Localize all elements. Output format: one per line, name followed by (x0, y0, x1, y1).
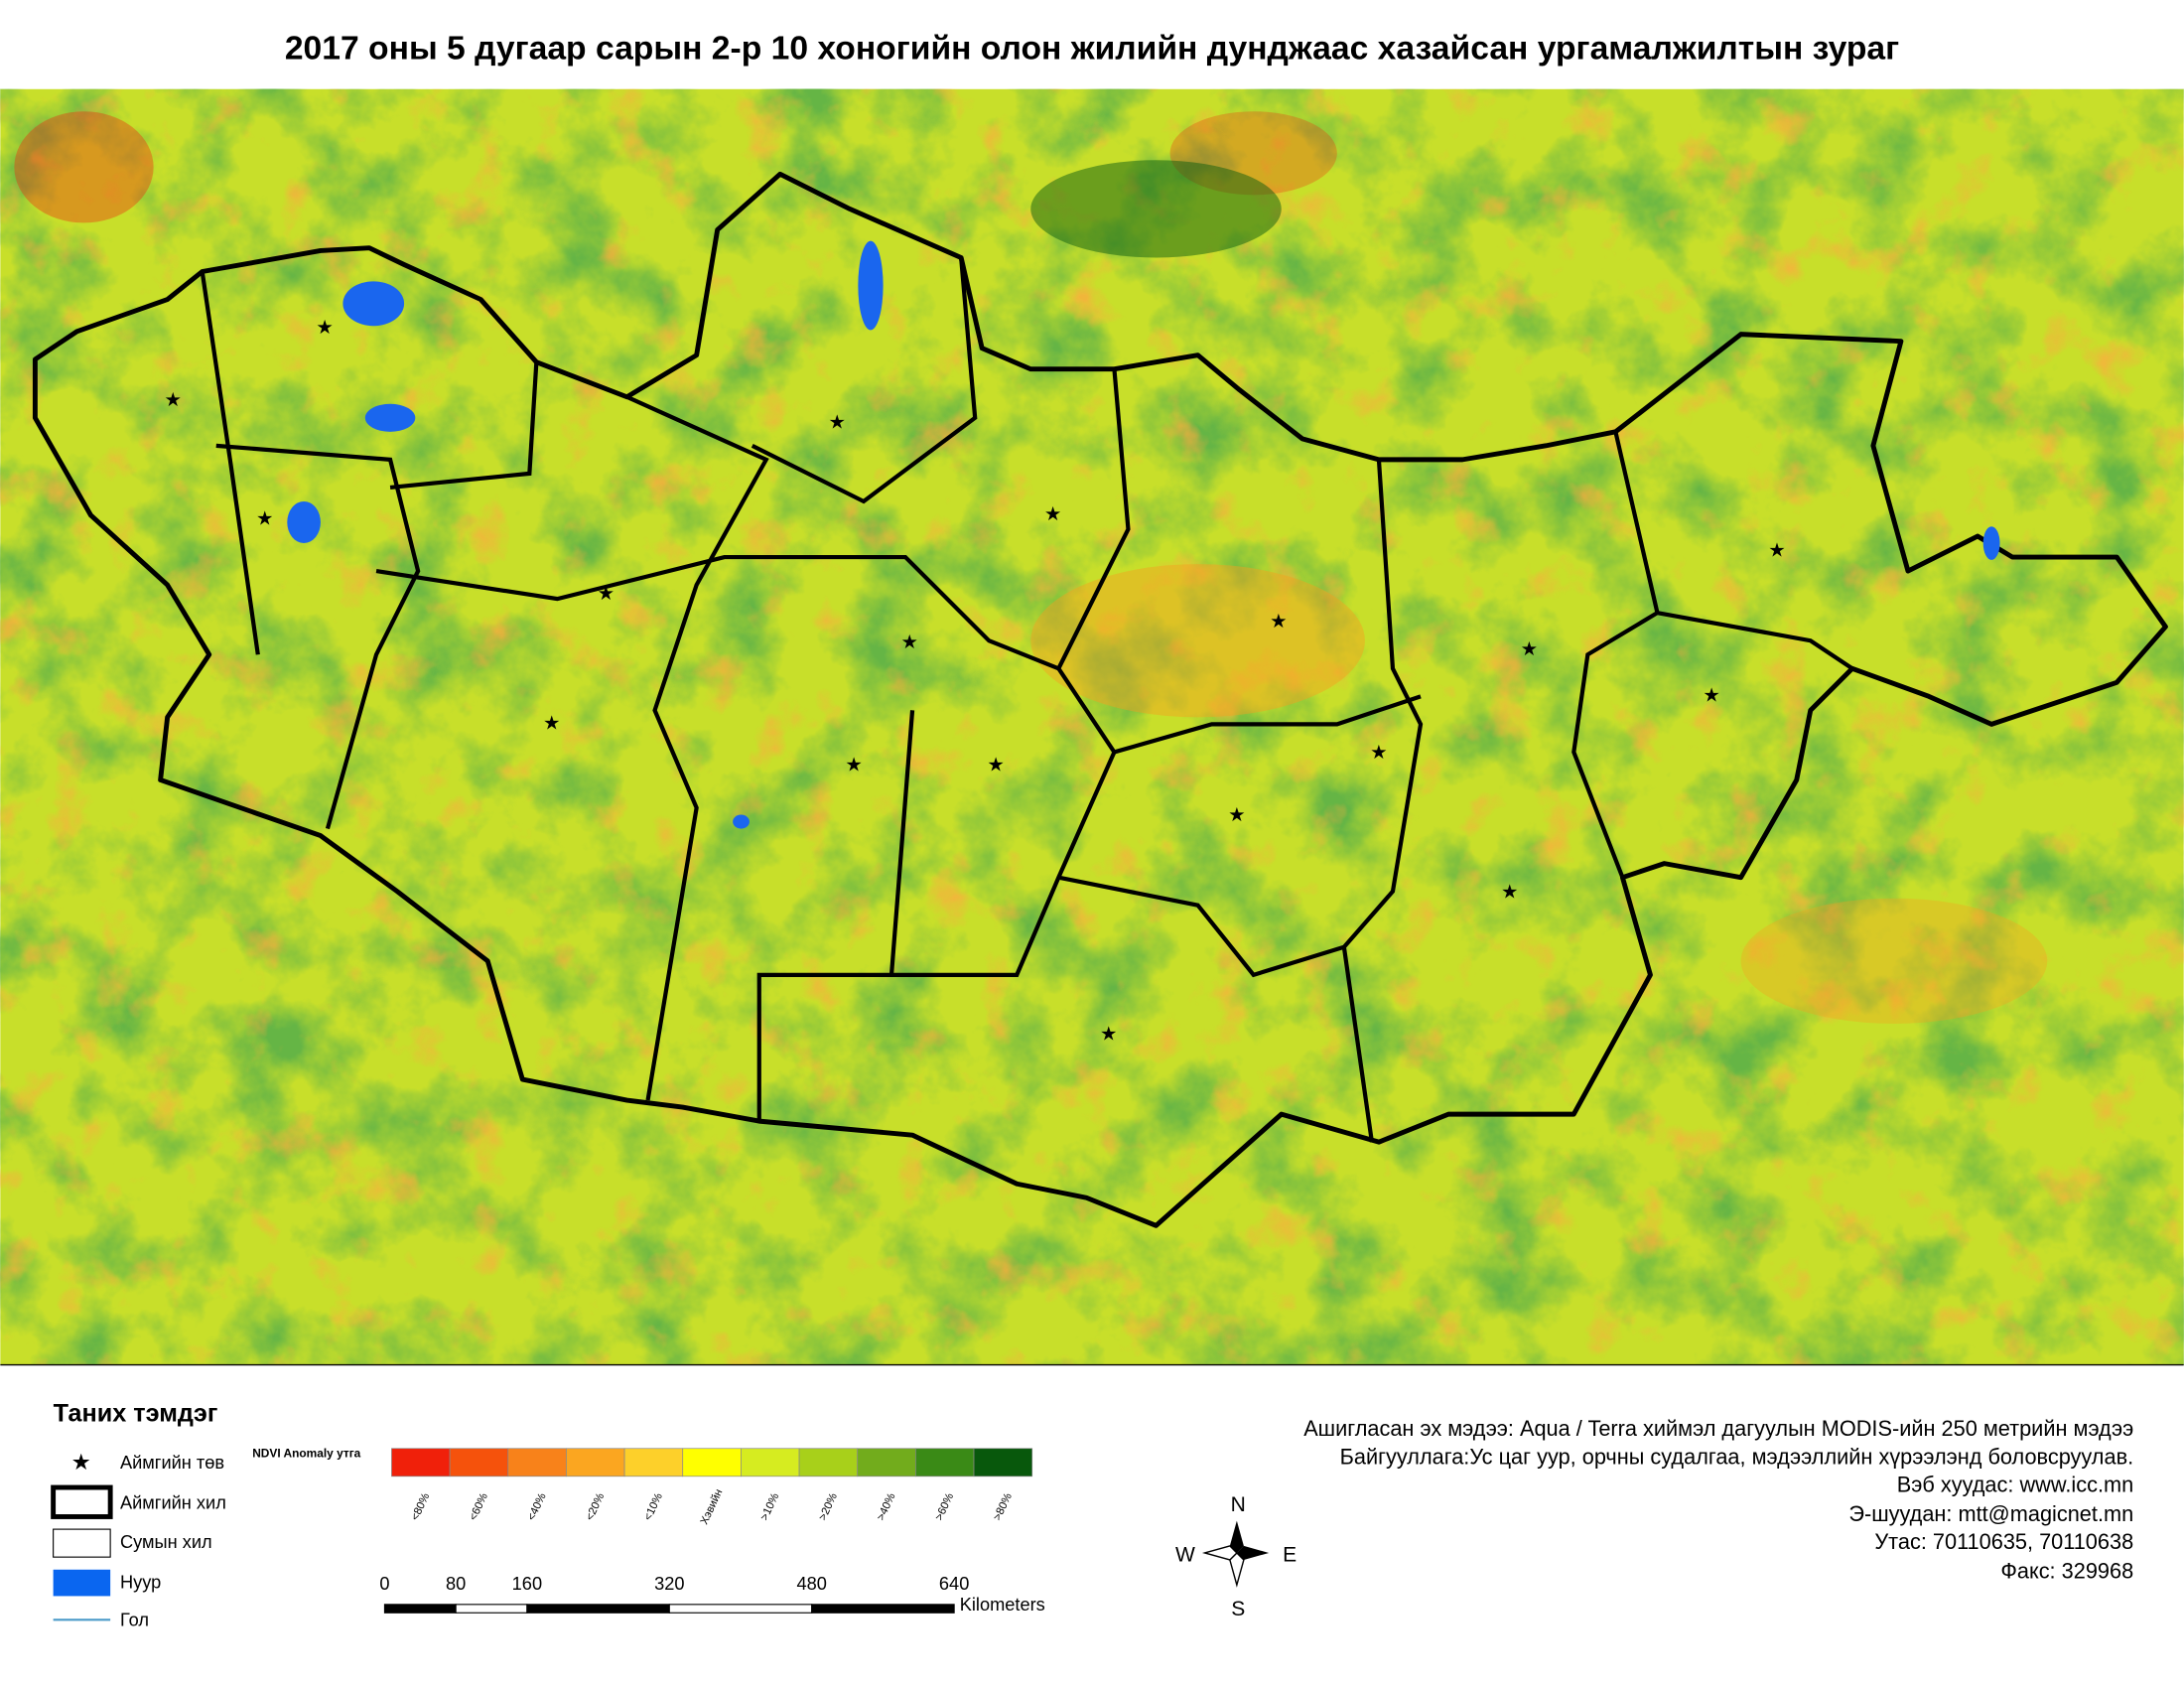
color-swatch (507, 1448, 567, 1477)
scale-segment (811, 1604, 955, 1614)
svg-text:★: ★ (1100, 1023, 1118, 1045)
legend: Таних тэмдэг ★ Аймгийн төв Аймгийн хил С… (51, 1400, 361, 1629)
color-swatch (449, 1448, 509, 1477)
legend-symbol: ★ (71, 1450, 91, 1475)
legend-symbol (53, 1528, 111, 1558)
ndvi-title: NDVI Anomaly утга (252, 1447, 360, 1461)
info-line: Ашигласан эх мэдээ: Aqua / Terra хиймэл … (1303, 1416, 2133, 1441)
svg-text:★: ★ (256, 507, 274, 529)
color-label: Хэвийн (699, 1487, 726, 1526)
compass: N S W E (1175, 1493, 1297, 1620)
anomaly-texture (0, 88, 2184, 1365)
scale-label: 80 (446, 1573, 466, 1594)
compass-label: N (1231, 1493, 1246, 1516)
scale-unit: Kilometers (960, 1594, 1045, 1615)
scale-label: 0 (379, 1573, 389, 1594)
svg-text:★: ★ (987, 755, 1005, 776)
svg-text:★: ★ (1228, 804, 1246, 826)
svg-text:★: ★ (316, 317, 334, 339)
svg-text:★: ★ (1703, 685, 1720, 707)
country-border (32, 171, 2168, 1228)
color-swatch (391, 1448, 451, 1477)
legend-label: Аймгийн төв (120, 1452, 224, 1473)
color-swatch (623, 1448, 684, 1477)
color-label: >20% (817, 1491, 840, 1522)
scale-label: 320 (654, 1573, 684, 1594)
svg-text:★: ★ (900, 632, 918, 653)
info-line: Утас: 70110635, 70110638 (1874, 1529, 2133, 1554)
color-label: <20% (584, 1491, 607, 1522)
color-label: <60% (468, 1491, 490, 1522)
color-swatch (857, 1448, 916, 1477)
legend-label: Нуур (120, 1572, 161, 1593)
info-line: Байгууллага:Ус цаг уур, орчны судалгаа, … (1340, 1444, 2134, 1469)
color-swatch (973, 1448, 1033, 1477)
anomaly-area (14, 111, 154, 223)
color-swatch (741, 1448, 800, 1477)
svg-text:★: ★ (1370, 742, 1388, 764)
scale-label: 640 (939, 1573, 969, 1594)
color-label: <40% (526, 1491, 549, 1522)
svg-text:★: ★ (1521, 638, 1539, 660)
svg-text:★: ★ (829, 412, 847, 434)
aimag-centers: ★ ★ ★ ★ ★ ★ ★ ★ ★ ★ ★ ★ ★ ★ ★ ★ ★ ★ (164, 317, 1785, 1045)
svg-text:★: ★ (1044, 503, 1062, 525)
legend-title: Таних тэмдэг (54, 1400, 218, 1428)
svg-text:★: ★ (845, 755, 863, 776)
color-label: <10% (642, 1491, 665, 1522)
anomaly-area (1030, 564, 1365, 718)
scale-segment (668, 1604, 813, 1614)
scale-label: 480 (797, 1573, 827, 1594)
color-swatch (915, 1448, 975, 1477)
legend-label: Сумын хил (120, 1531, 212, 1552)
svg-text:★: ★ (1501, 881, 1519, 903)
color-swatch (682, 1448, 742, 1477)
info-block: Ашигласан эх мэдээ: Aqua / Terra хиймэл … (1303, 1416, 2133, 1583)
scale-segment (526, 1604, 670, 1614)
legend-symbol (51, 1484, 113, 1519)
legend-label: Аймгийн хил (120, 1492, 226, 1513)
svg-text:★: ★ (164, 389, 182, 411)
svg-text:★: ★ (543, 713, 561, 735)
anomaly-area (1740, 898, 2048, 1024)
scale-segment (383, 1604, 457, 1614)
province-borders (200, 257, 1854, 1143)
color-label: >80% (992, 1491, 1015, 1522)
lakes (287, 240, 2000, 829)
svg-text:★: ★ (598, 583, 615, 605)
compass-label: E (1283, 1543, 1297, 1566)
info-line: Факс: 329968 (2000, 1558, 2133, 1583)
compass-label: W (1175, 1543, 1195, 1566)
compass-label: S (1231, 1598, 1245, 1620)
svg-text:★: ★ (1270, 611, 1288, 633)
color-swatch (798, 1448, 859, 1477)
info-line: Э-шуудан: mtt@magicnet.mn (1848, 1501, 2133, 1526)
forest-area (1030, 160, 1282, 258)
color-label: >60% (933, 1491, 956, 1522)
color-label: >40% (875, 1491, 897, 1522)
map-frame: ★ ★ ★ ★ ★ ★ ★ ★ ★ ★ ★ ★ ★ ★ ★ ★ ★ ★ (0, 88, 2184, 1365)
legend-symbol (53, 1569, 111, 1597)
info-line: Вэб хуудас: www.icc.mn (1897, 1472, 2133, 1496)
svg-text:★: ★ (1768, 540, 1786, 562)
scale-segment (455, 1604, 528, 1614)
scale-bar: Kilometers 0 80 160 320 480 640 (379, 1573, 1044, 1615)
scale-label: 160 (512, 1573, 542, 1594)
legend-label: Гол (120, 1609, 149, 1629)
ndvi-colorbar: <80% <60% <40% <20% <10% Хэвийн >10% >20% >40% >6… (391, 1448, 1033, 1526)
color-label: >10% (758, 1491, 781, 1522)
color-swatch (566, 1448, 625, 1477)
color-label: <80% (409, 1491, 432, 1522)
map-title: 2017 оны 5 дугаар сарын 2-р 10 хоногийн … (285, 30, 1899, 67)
